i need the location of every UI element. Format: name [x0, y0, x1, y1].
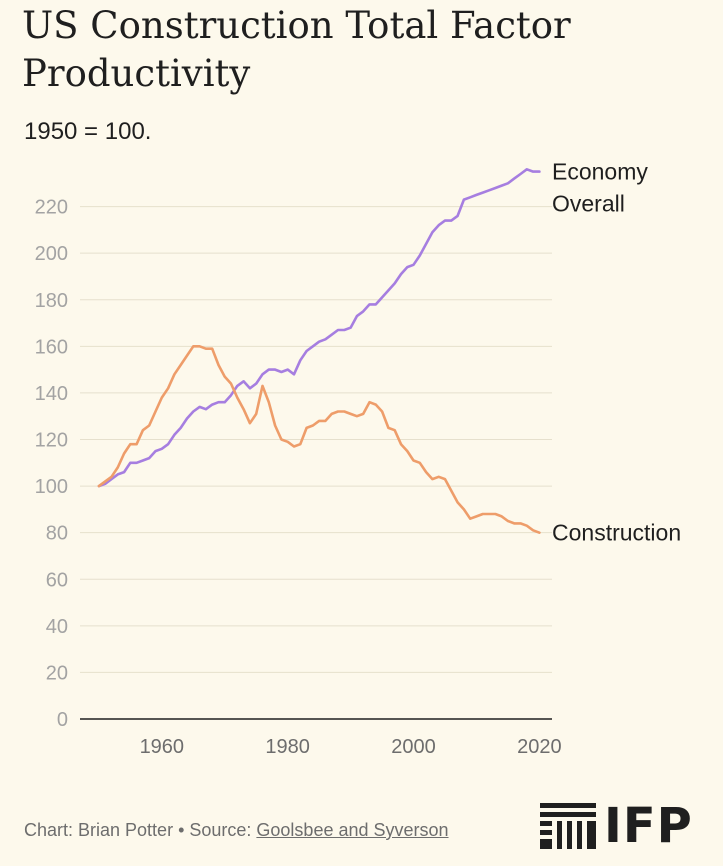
x-tick-label-1960: 1960	[140, 736, 185, 758]
y-tick-label-0: 0	[57, 709, 68, 731]
grid-lines	[80, 206, 552, 720]
y-tick-label-180: 180	[35, 290, 68, 312]
series-line-economy	[97, 168, 541, 488]
series-label-economy-line-1: Economy	[552, 159, 648, 185]
source-link[interactable]: Goolsbee and Syverson	[256, 820, 449, 840]
footer-credit: Chart: Brian Potter • Source: Goolsbee a…	[24, 820, 449, 841]
x-tick-label-2020: 2020	[517, 736, 562, 758]
y-tick-label-160: 160	[35, 336, 68, 358]
series-label-construction-line-1: Construction	[552, 520, 681, 546]
series-labels: Economy Overall Construction	[552, 159, 681, 546]
ifp-logo-text: IFP	[604, 798, 693, 854]
series-label-economy-line-2: Overall	[552, 191, 625, 217]
chart-subtitle: 1950 = 100.	[24, 118, 152, 145]
chart-title: US Construction Total Factor Productivit…	[22, 4, 571, 95]
series-lines	[97, 168, 541, 535]
y-tick-label-120: 120	[35, 430, 68, 452]
ifp-logo: IFP	[540, 798, 693, 854]
y-tick-label-20: 20	[46, 662, 68, 684]
y-tick-label-40: 40	[46, 616, 68, 638]
series-line-construction	[97, 344, 541, 535]
y-tick-label-80: 80	[46, 523, 68, 545]
y-tick-label-200: 200	[35, 243, 68, 265]
y-tick-label-100: 100	[35, 476, 68, 498]
y-axis-ticks: 0 20 40 60 80 100 120 140 160 180 200 220	[35, 197, 68, 731]
x-tick-label-2000: 2000	[391, 736, 436, 758]
ifp-logo-icon	[540, 803, 596, 849]
x-tick-label-1980: 1980	[265, 736, 310, 758]
x-axis-ticks: 1960 1980 2000 2020	[140, 736, 562, 758]
footer-credit-text: Chart: Brian Potter • Source:	[24, 820, 257, 840]
y-tick-label-60: 60	[46, 569, 68, 591]
y-tick-label-140: 140	[35, 383, 68, 405]
y-tick-label-220: 220	[35, 197, 68, 219]
